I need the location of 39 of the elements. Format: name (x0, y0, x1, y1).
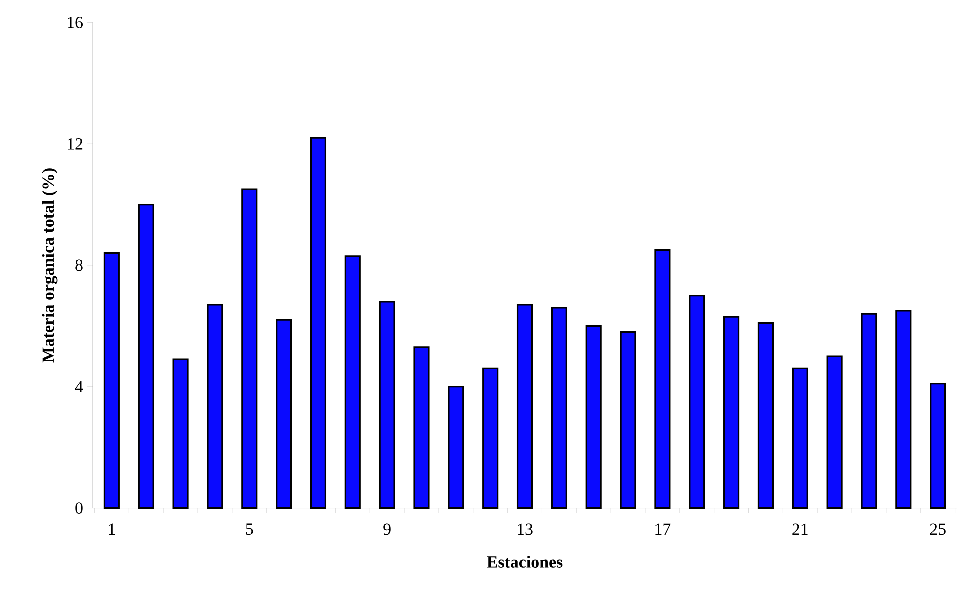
bar (310, 137, 327, 510)
y-tick-label: 4 (75, 381, 84, 392)
bar (448, 386, 464, 510)
bar (276, 319, 292, 510)
x-axis-title: Estaciones (487, 556, 563, 568)
bar (826, 356, 843, 510)
x-tick-label: 9 (384, 524, 391, 536)
bar (516, 304, 534, 510)
bar (896, 310, 912, 510)
bar (344, 256, 361, 510)
bar (207, 304, 224, 510)
x-tick-label: 1 (109, 524, 116, 535)
bar (654, 250, 671, 510)
bar (620, 331, 636, 510)
bar (172, 358, 189, 510)
bar (689, 295, 706, 510)
bar (414, 346, 430, 510)
bar (758, 322, 774, 510)
y-axis-title: Materia organica total (%) (42, 168, 58, 363)
bar (482, 368, 499, 510)
bar (242, 188, 258, 510)
x-tick-label: 17 (656, 524, 671, 535)
bar (379, 301, 396, 510)
bar (724, 316, 740, 510)
bar (930, 383, 946, 510)
bar (551, 307, 568, 510)
bar (792, 368, 808, 510)
y-tick-label: 8 (76, 260, 83, 272)
y-tick-label: 12 (68, 138, 83, 150)
x-tick-label: 5 (246, 524, 254, 536)
x-tick-label: 25 (930, 524, 946, 536)
y-tick-label: 16 (68, 16, 83, 28)
bar (138, 204, 154, 510)
x-tick-label: 21 (792, 524, 808, 536)
bar (861, 313, 878, 510)
y-tick-label: 0 (76, 502, 83, 514)
x-tick-label: 13 (518, 524, 533, 536)
bar (104, 252, 120, 510)
bar (586, 325, 602, 510)
